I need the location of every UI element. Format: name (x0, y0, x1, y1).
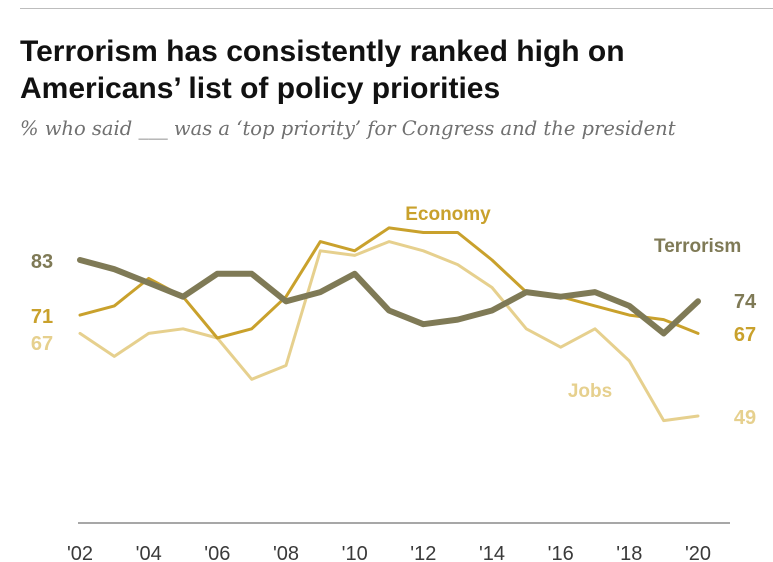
x-tick-label--08: '08 (273, 543, 299, 562)
x-tick-label--12: '12 (410, 543, 436, 562)
x-tick-label--02: '02 (67, 543, 93, 562)
x-tick-label--10: '10 (342, 543, 368, 562)
x-tick-label--04: '04 (136, 543, 162, 562)
x-axis-ticks: '02 '04 '06 '08 '10 '12 '14 '16 '18 '20 (67, 543, 711, 562)
series-labels: Economy Terrorism Jobs 83 71 67 74 67 49 (31, 204, 757, 429)
end-value-jobs: 49 (734, 407, 756, 429)
x-tick-label--14: '14 (479, 543, 505, 562)
start-value-jobs: 67 (31, 333, 53, 355)
x-tick-label--20: '20 (685, 543, 711, 562)
start-value-terrorism: 83 (31, 251, 53, 273)
series-line-terrorism (77, 257, 701, 337)
x-tick-label--16: '16 (548, 543, 574, 562)
start-value-economy: 71 (31, 306, 53, 328)
series-lines (77, 226, 701, 423)
top-rule (20, 8, 773, 9)
end-value-terrorism: 74 (734, 291, 757, 313)
series-line-jobs (78, 240, 700, 423)
chart-subtitle: % who said ___ was a ‘top priority’ for … (20, 117, 676, 140)
series-name-terrorism: Terrorism (654, 236, 741, 257)
series-name-jobs: Jobs (568, 381, 612, 402)
end-value-economy: 67 (734, 324, 756, 346)
series-line-economy (78, 226, 700, 340)
x-tick-label--06: '06 (204, 543, 230, 562)
series-name-economy: Economy (405, 204, 491, 225)
chart-title: Terrorism has consistently ranked high o… (20, 35, 625, 105)
x-tick-label--18: '18 (616, 543, 642, 562)
